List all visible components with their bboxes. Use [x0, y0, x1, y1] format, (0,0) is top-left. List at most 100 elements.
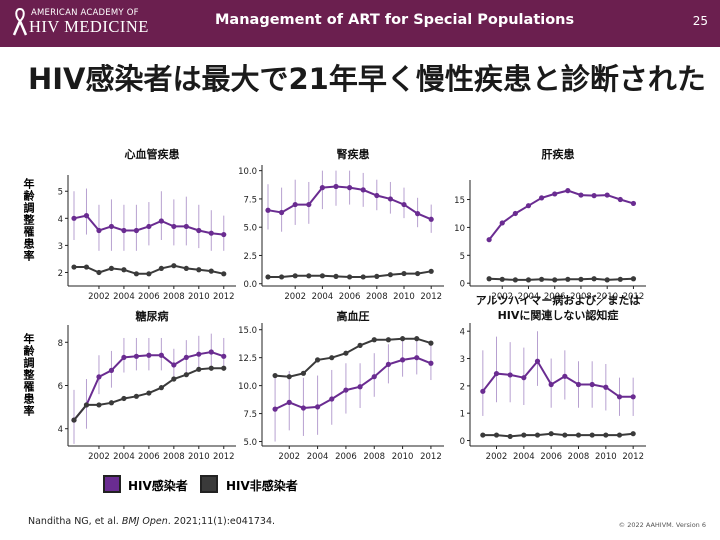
data-point-non-hiv — [575, 432, 582, 438]
data-point-hiv — [208, 349, 214, 355]
data-point-non-hiv — [347, 274, 353, 280]
data-point-hiv — [196, 227, 202, 234]
data-point-hiv — [493, 370, 500, 377]
data-point-non-hiv — [300, 370, 307, 376]
data-point-non-hiv — [589, 432, 595, 438]
y-tick-label: 15.0 — [238, 326, 257, 336]
data-point-hiv — [562, 373, 568, 379]
chart-title: 心血管疾患 — [125, 147, 180, 161]
data-point-hiv — [272, 406, 278, 412]
data-point-non-hiv — [133, 393, 139, 399]
data-point-non-hiv — [630, 431, 636, 437]
x-tick-label: 2008 — [363, 452, 385, 462]
data-point-hiv — [591, 193, 597, 199]
data-point-non-hiv — [604, 277, 610, 283]
legend-non-hiv-label: HIV非感染者 — [226, 479, 298, 493]
series-line-hiv — [482, 359, 634, 398]
data-point-non-hiv — [539, 276, 545, 282]
x-tick-label: 2006 — [544, 292, 566, 302]
x-tick-label: 2008 — [570, 292, 592, 302]
data-point-non-hiv — [617, 276, 623, 282]
chart-title: HIVに関連しない認知症 — [498, 308, 619, 322]
series-line-non-hiv — [482, 432, 634, 438]
data-point-non-hiv — [286, 374, 292, 380]
chart-title: アルツハイマー病および／または — [476, 293, 641, 307]
data-point-hiv — [630, 200, 637, 207]
chart-title: 腎疾患 — [337, 147, 370, 161]
data-point-non-hiv — [578, 276, 584, 282]
data-point-non-hiv — [196, 267, 202, 273]
data-point-hiv — [578, 192, 584, 198]
data-point-hiv — [265, 207, 271, 213]
data-point-hiv — [286, 399, 292, 405]
y-tick-label: 2 — [58, 269, 63, 279]
data-point-hiv — [415, 211, 421, 217]
data-point-non-hiv — [292, 273, 298, 279]
legend-hiv-swatch — [103, 475, 121, 493]
data-point-non-hiv — [414, 336, 420, 342]
data-point-non-hiv — [399, 336, 406, 342]
data-point-hiv — [279, 209, 285, 216]
data-point-hiv — [428, 360, 434, 366]
data-point-hiv — [604, 192, 610, 198]
chart-title: 肝疾患 — [542, 147, 575, 161]
data-point-non-hiv — [565, 276, 571, 282]
data-point-hiv — [507, 372, 513, 378]
data-point-non-hiv — [387, 272, 393, 278]
data-point-hiv — [146, 223, 152, 230]
y-tick-label: 5.0 — [243, 438, 257, 448]
data-point-hiv — [133, 227, 139, 234]
data-point-hiv — [480, 388, 486, 394]
data-point-non-hiv — [360, 274, 366, 280]
x-tick-label: 2006 — [138, 452, 160, 462]
data-point-non-hiv — [279, 274, 285, 280]
data-point-non-hiv — [385, 337, 392, 343]
legend-hiv-label: HIV感染者 — [128, 479, 188, 493]
data-point-hiv — [534, 358, 541, 364]
data-point-non-hiv — [265, 274, 271, 280]
y-tick-label: 4 — [58, 215, 63, 225]
x-tick-label: 2012 — [213, 292, 235, 302]
data-point-hiv — [343, 387, 349, 393]
page-number: 25 — [692, 14, 708, 28]
y-tick-label: 0 — [460, 437, 465, 447]
data-point-non-hiv — [108, 400, 115, 406]
data-point-non-hiv — [374, 273, 380, 279]
x-tick-label: 2006 — [540, 452, 562, 462]
data-point-hiv — [314, 404, 321, 410]
data-point-hiv — [146, 352, 152, 358]
data-point-non-hiv — [512, 277, 518, 283]
x-tick-label: 2004 — [513, 452, 535, 462]
data-point-non-hiv — [591, 276, 597, 282]
data-point-hiv — [171, 362, 177, 368]
data-point-non-hiv — [306, 273, 312, 279]
data-point-non-hiv — [171, 263, 177, 269]
series-line-hiv — [488, 189, 634, 241]
y-tick-label: 2 — [460, 382, 465, 392]
y-tick-label: 3 — [58, 242, 63, 252]
data-point-hiv — [183, 223, 189, 230]
data-point-hiv — [371, 374, 377, 380]
data-point-non-hiv — [525, 277, 532, 283]
data-point-non-hiv — [343, 350, 349, 356]
y-tick-label: 7.5 — [243, 410, 257, 420]
logo-line1: AMERICAN ACADEMY OF — [31, 8, 139, 18]
data-point-non-hiv — [171, 376, 177, 382]
x-tick-label: 2006 — [335, 452, 357, 462]
data-point-hiv — [329, 396, 335, 402]
data-point-non-hiv — [562, 432, 568, 438]
data-point-hiv — [603, 384, 609, 390]
aahivm-logo: AMERICAN ACADEMY OF HIV MEDICINE — [12, 4, 202, 44]
data-point-non-hiv — [499, 276, 505, 282]
data-point-hiv — [292, 201, 298, 208]
header-banner: AMERICAN ACADEMY OF HIV MEDICINE Managem… — [0, 0, 720, 47]
data-point-non-hiv — [71, 417, 77, 423]
data-point-hiv — [385, 361, 392, 367]
data-point-hiv — [158, 352, 164, 358]
y-tick-label: 8 — [58, 339, 63, 349]
copyright: © 2022 AAHIVM. Version 6 — [618, 521, 706, 529]
data-point-hiv — [221, 353, 227, 359]
data-point-non-hiv — [221, 271, 227, 277]
x-tick-label: 2002 — [88, 452, 110, 462]
